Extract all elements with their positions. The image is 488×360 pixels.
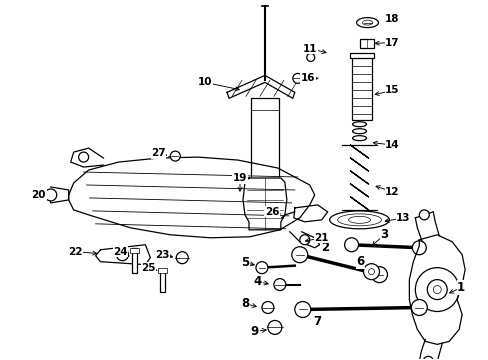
Circle shape	[116, 249, 128, 261]
Circle shape	[368, 269, 374, 275]
Circle shape	[176, 252, 188, 264]
Text: 12: 12	[385, 187, 399, 197]
Bar	[250, 98, 278, 178]
Circle shape	[432, 285, 440, 293]
Polygon shape	[71, 148, 103, 167]
Text: 19: 19	[232, 173, 247, 183]
Polygon shape	[293, 205, 327, 222]
Bar	[305, 48, 315, 54]
Circle shape	[414, 268, 458, 311]
Text: 10: 10	[198, 77, 212, 87]
Circle shape	[267, 320, 281, 334]
Text: 17: 17	[385, 37, 399, 48]
Text: 26: 26	[264, 207, 279, 217]
Circle shape	[79, 152, 88, 162]
Ellipse shape	[362, 20, 372, 25]
Text: 6: 6	[356, 255, 364, 268]
Circle shape	[299, 235, 309, 245]
Polygon shape	[408, 235, 464, 345]
Circle shape	[273, 279, 285, 291]
Polygon shape	[243, 178, 286, 230]
Circle shape	[294, 302, 310, 318]
Circle shape	[255, 262, 267, 274]
Polygon shape	[49, 187, 68, 203]
Text: 15: 15	[385, 85, 399, 95]
Text: 1: 1	[456, 281, 464, 294]
Ellipse shape	[352, 122, 366, 127]
Circle shape	[306, 54, 314, 62]
Polygon shape	[226, 75, 294, 98]
Ellipse shape	[352, 129, 366, 134]
Text: 7: 7	[313, 315, 321, 328]
Ellipse shape	[352, 136, 366, 141]
Text: 22: 22	[68, 247, 83, 257]
Bar	[349, 54, 373, 58]
Text: 16: 16	[300, 73, 314, 84]
Ellipse shape	[329, 211, 388, 229]
Polygon shape	[68, 157, 314, 238]
Ellipse shape	[356, 18, 378, 28]
Circle shape	[170, 151, 180, 161]
Circle shape	[292, 73, 302, 84]
Circle shape	[291, 247, 307, 263]
Circle shape	[45, 189, 57, 201]
Text: 24: 24	[113, 247, 127, 257]
Text: 2: 2	[320, 241, 328, 254]
Bar	[351, 55, 371, 120]
Text: 23: 23	[155, 250, 169, 260]
Circle shape	[411, 241, 426, 255]
Text: 13: 13	[395, 213, 410, 223]
Ellipse shape	[348, 216, 370, 223]
Bar	[359, 39, 373, 48]
Text: 4: 4	[253, 275, 262, 288]
Circle shape	[371, 267, 386, 283]
Text: 14: 14	[385, 140, 399, 150]
Circle shape	[363, 264, 379, 280]
Polygon shape	[289, 232, 319, 248]
Text: 25: 25	[141, 263, 155, 273]
Text: 27: 27	[151, 148, 165, 158]
Polygon shape	[95, 245, 150, 265]
Bar	[160, 270, 165, 292]
Circle shape	[419, 210, 428, 220]
Text: 20: 20	[32, 190, 46, 200]
Bar	[158, 268, 167, 273]
Circle shape	[423, 356, 432, 360]
Text: 11: 11	[302, 44, 316, 54]
Circle shape	[262, 302, 273, 314]
Circle shape	[427, 280, 447, 300]
Text: 8: 8	[241, 297, 248, 310]
Bar	[132, 248, 137, 273]
Circle shape	[344, 238, 358, 252]
Bar	[130, 248, 139, 253]
Text: 21: 21	[314, 233, 328, 243]
Text: 3: 3	[380, 228, 388, 241]
Ellipse shape	[337, 214, 381, 226]
Circle shape	[410, 300, 427, 315]
Text: 18: 18	[385, 14, 399, 24]
Text: 5: 5	[241, 256, 248, 269]
Text: 9: 9	[250, 325, 259, 338]
